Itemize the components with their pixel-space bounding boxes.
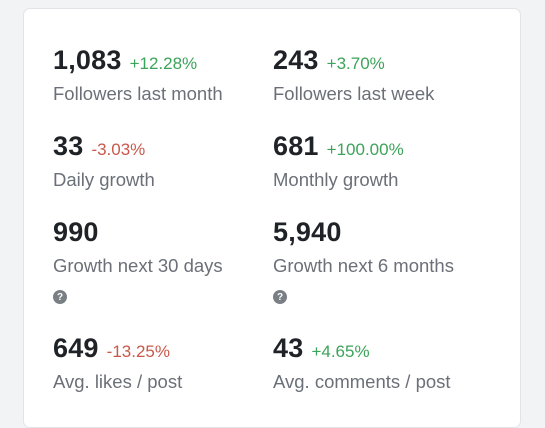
- stat-label: Growth next 30 days: [53, 255, 223, 276]
- stat-change: -3.03%: [91, 140, 146, 159]
- question-circle-icon[interactable]: ?: [273, 290, 287, 304]
- stat-avg-comments-per-post: 43 +4.65% Avg. comments / post: [273, 333, 493, 393]
- stat-label: Growth next 6 months: [273, 255, 454, 276]
- stat-value: 649: [53, 333, 99, 363]
- stat-value: 1,083: [53, 45, 122, 75]
- stat-change: +3.70%: [326, 54, 385, 73]
- stat-change: +4.65%: [311, 342, 370, 361]
- stat-followers-last-month: 1,083 +12.28% Followers last month: [53, 45, 273, 105]
- stat-label: Avg. likes / post: [53, 371, 183, 392]
- stat-change: +100.00%: [326, 140, 404, 159]
- stat-label: Followers last week: [273, 83, 435, 104]
- stat-change: -13.25%: [106, 342, 170, 361]
- stat-label: Avg. comments / post: [273, 371, 451, 392]
- stat-monthly-growth: 681 +100.00% Monthly growth: [273, 131, 493, 191]
- stat-avg-likes-per-post: 649 -13.25% Avg. likes / post: [53, 333, 273, 393]
- stats-card: 1,083 +12.28% Followers last month 243 +…: [23, 8, 521, 428]
- stat-label: Followers last month: [53, 83, 223, 104]
- stat-value: 33: [53, 131, 84, 161]
- stat-growth-next-30-days: 990 Growth next 30 days ?: [53, 217, 273, 305]
- stat-followers-last-week: 243 +3.70% Followers last week: [273, 45, 493, 105]
- stat-daily-growth: 33 -3.03% Daily growth: [53, 131, 273, 191]
- stat-label: Daily growth: [53, 169, 155, 190]
- stat-growth-next-6-months: 5,940 Growth next 6 months ?: [273, 217, 493, 305]
- stat-value: 5,940: [273, 217, 342, 247]
- question-circle-icon[interactable]: ?: [53, 290, 67, 304]
- stat-value: 681: [273, 131, 319, 161]
- stat-value: 990: [53, 217, 99, 247]
- stat-change: +12.28%: [129, 54, 198, 73]
- stat-value: 43: [273, 333, 304, 363]
- stat-value: 243: [273, 45, 319, 75]
- stat-label: Monthly growth: [273, 169, 399, 190]
